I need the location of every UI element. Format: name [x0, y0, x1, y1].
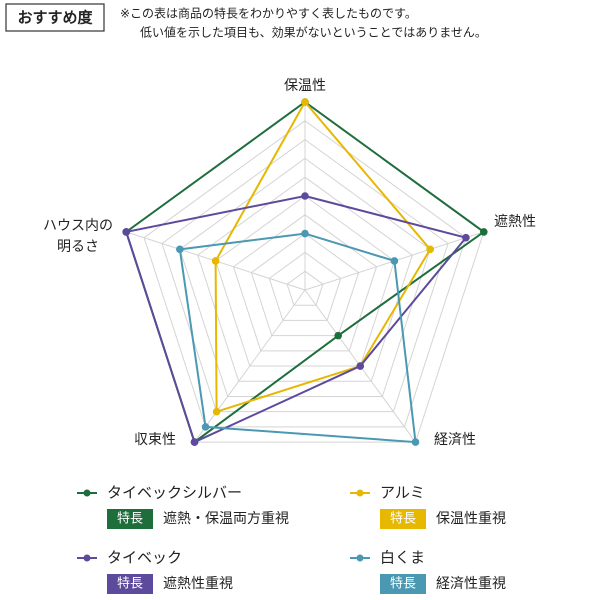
series-line	[124, 194, 468, 444]
badge-box	[107, 509, 153, 529]
axis-label: 収束性	[134, 432, 176, 448]
data-point	[190, 438, 199, 446]
axis-label: 経済性	[434, 432, 476, 448]
feature-label: 遮熱性重視	[163, 576, 233, 592]
series-line	[214, 100, 432, 414]
series-line	[178, 232, 417, 444]
grid-ring	[286, 270, 324, 306]
grid-ring	[268, 251, 342, 321]
data-point	[176, 245, 184, 254]
badge-box	[380, 509, 426, 529]
chart-title: おすすめ度	[17, 9, 93, 27]
data-point	[356, 362, 365, 370]
badge-label: 特長	[390, 577, 416, 592]
axis-label: 保温性	[284, 78, 326, 94]
legend-label: タイベックシルバー	[107, 484, 242, 502]
axis-label: ハウス内の	[43, 218, 113, 234]
grid-ring	[232, 214, 378, 352]
feature-label: 経済性重視	[436, 576, 506, 592]
axis-label: 遮熱性	[494, 214, 536, 230]
data-point	[479, 228, 488, 236]
data-point	[426, 245, 434, 254]
legend-marker	[356, 554, 364, 562]
note: ※この表は商品の特長をわかりやすく表したものです。	[120, 6, 417, 21]
note: 低い値を示した項目も、効果がないということではありません。	[140, 25, 487, 40]
series-line	[125, 100, 486, 444]
badge-label: 特長	[390, 512, 416, 527]
grid-ring	[215, 195, 395, 367]
legend-label: タイベック	[107, 549, 182, 567]
axis-label: 明るさ	[57, 239, 99, 255]
data-point	[390, 257, 399, 265]
data-point	[201, 423, 210, 431]
legend-marker	[83, 554, 91, 562]
data-point	[411, 438, 420, 446]
feature-label: 遮熱・保温両方重視	[163, 511, 289, 527]
data-point	[301, 229, 309, 238]
badge-box	[380, 574, 426, 594]
badge-label: 特長	[117, 512, 143, 527]
legend-label: 白くま	[380, 549, 425, 567]
title-box	[5, 3, 105, 32]
feature-label: 保温性重視	[436, 511, 506, 527]
data-point	[122, 228, 131, 236]
badge-label: 特長	[117, 577, 143, 592]
legend-label: アルミ	[380, 484, 425, 502]
spoke	[194, 289, 306, 443]
data-point	[301, 192, 309, 200]
data-point	[462, 233, 470, 242]
grid-ring	[197, 176, 413, 382]
grid-ring	[250, 232, 360, 337]
legend-marker	[356, 489, 364, 497]
badge-box	[107, 574, 153, 594]
legend-marker	[83, 489, 91, 497]
grid-ring	[143, 120, 467, 428]
data-point	[212, 407, 221, 416]
data-point	[301, 98, 309, 106]
data-point	[211, 257, 220, 265]
grid-ring	[179, 157, 431, 397]
data-point	[334, 331, 342, 340]
